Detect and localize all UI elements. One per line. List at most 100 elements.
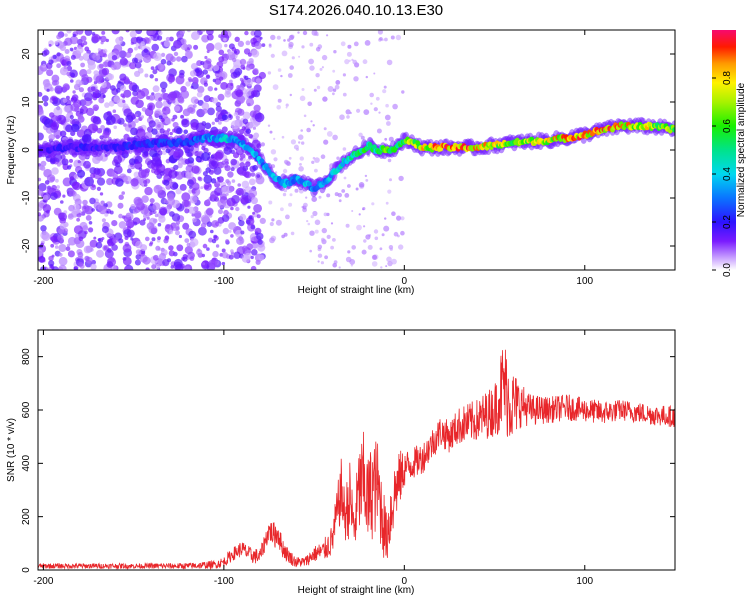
heatmap-noise-blob [101, 82, 107, 88]
heatmap-noise-blob [80, 62, 85, 68]
heatmap-noise-blob [83, 160, 91, 169]
heatmap-noise-blob [210, 229, 214, 234]
heatmap-noise-blob [391, 211, 396, 216]
heatmap-noise-blob [303, 202, 308, 208]
heatmap-noise-blob [204, 55, 208, 60]
heatmap-noise-blob [260, 142, 265, 147]
heatmap-noise-blob [332, 88, 337, 92]
heatmap-noise-blob [82, 199, 88, 206]
heatmap-noise-blob [155, 264, 161, 270]
heatmap-noise-blob [353, 41, 359, 47]
heatmap-noise-blob [69, 176, 75, 181]
heatmap-noise-blob [254, 42, 262, 50]
heatmap-noise-blob [48, 260, 55, 267]
heatmap-noise-blob [230, 167, 235, 172]
heatmap-noise-blob [56, 114, 67, 125]
heatmap-noise-blob [185, 170, 190, 175]
heatmap-noise-blob [161, 52, 166, 58]
heatmap-noise-blob [84, 176, 94, 187]
heatmap-noise-blob [78, 55, 84, 61]
heatmap-noise-blob [200, 222, 207, 229]
heatmap-noise-blob [223, 209, 229, 216]
snr-series-line [38, 349, 675, 570]
heatmap-noise-blob [111, 244, 118, 251]
heatmap-noise-blob [69, 115, 74, 120]
heatmap-noise-blob [193, 79, 199, 85]
heatmap-noise-blob [330, 245, 334, 250]
heatmap-noise-blob [221, 252, 229, 259]
heatmap-noise-blob [157, 30, 163, 36]
heatmap-noise-blob [56, 52, 61, 57]
heatmap-noise-blob [51, 96, 56, 102]
heatmap-noise-blob [347, 44, 352, 49]
heatmap-noise-blob [134, 118, 139, 124]
heatmap-noise-blob [135, 128, 146, 139]
heatmap-noise-blob [206, 221, 213, 227]
heatmap-noise-blob [51, 74, 60, 83]
heatmap-noise-blob [101, 67, 110, 76]
heatmap-noise-blob [228, 50, 233, 55]
heatmap-noise-blob [332, 238, 336, 242]
heatmap-noise-blob [310, 120, 313, 123]
heatmap-noise-blob [335, 80, 341, 85]
heatmap-noise-blob [383, 225, 390, 232]
heatmap-noise-blob [301, 45, 305, 49]
heatmap-noise-blob [198, 226, 207, 236]
heatmap-noise-blob [39, 256, 46, 263]
heatmap-noise-blob [62, 177, 72, 187]
heatmap-noise-blob [389, 247, 393, 251]
heatmap-noise-blob [140, 115, 144, 119]
colorbar-tick-label: 0.8 [722, 71, 733, 85]
heatmap-noise-blob [122, 256, 132, 266]
heatmap-noise-blob [50, 236, 55, 241]
heatmap-noise-blob [251, 49, 260, 58]
heatmap-noise-blob [99, 192, 104, 196]
heatmap-noise-blob [184, 246, 193, 255]
heatmap-noise-blob [57, 163, 61, 167]
heatmap-noise-blob [235, 89, 244, 98]
heatmap-noise-blob [270, 53, 275, 58]
heatmap-noise-blob [371, 261, 378, 267]
heatmap-noise-blob [195, 122, 206, 133]
heatmap-noise-blob [261, 43, 266, 47]
heatmap-noise-blob [245, 40, 251, 46]
heatmap-noise-blob [389, 178, 392, 182]
heatmap-noise-blob [104, 249, 114, 259]
y-tick-label: 200 [21, 508, 32, 525]
heatmap-noise-blob [176, 220, 180, 225]
heatmap-noise-blob [123, 89, 132, 98]
heatmap-noise-blob [290, 231, 295, 236]
y-tick-label: 20 [21, 48, 32, 60]
heatmap-noise-blob [247, 52, 252, 57]
heatmap-noise-blob [257, 239, 263, 245]
heatmap-noise-blob [41, 95, 49, 102]
heatmap-noise-blob [298, 141, 301, 144]
heatmap-noise-blob [175, 230, 180, 236]
heatmap-noise-blob [303, 114, 307, 118]
heatmap-noise-blob [228, 254, 234, 260]
heatmap-noise-blob [346, 51, 352, 57]
snr-x-axis-label: Height of straight line (km) [298, 585, 415, 596]
heatmap-noise-blob [238, 219, 245, 227]
heatmap-noise-blob [200, 186, 204, 190]
heatmap-noise-blob [365, 179, 369, 182]
heatmap-noise-blob [149, 94, 156, 101]
heatmap-noise-blob [168, 68, 177, 77]
heatmap-noise-blob [169, 36, 174, 42]
heatmap-noise-blob [321, 66, 324, 69]
heatmap-noise-blob [246, 121, 254, 129]
heatmap-noise-blob [271, 218, 275, 222]
y-tick-label: 400 [21, 455, 32, 472]
heatmap-noise-blob [87, 61, 96, 70]
heatmap-noise-blob [64, 49, 70, 54]
heatmap-noise-blob [287, 38, 291, 42]
heatmap-noise-blob [141, 195, 149, 203]
heatmap-noise-blob [98, 63, 104, 69]
heatmap-noise-blob [146, 216, 150, 220]
heatmap-noise-blob [362, 208, 365, 211]
heatmap-noise-blob [118, 50, 127, 59]
heatmap-noise-blob [119, 57, 128, 66]
heatmap-noise-blob [202, 262, 206, 266]
colorbar-gradient [712, 30, 736, 270]
